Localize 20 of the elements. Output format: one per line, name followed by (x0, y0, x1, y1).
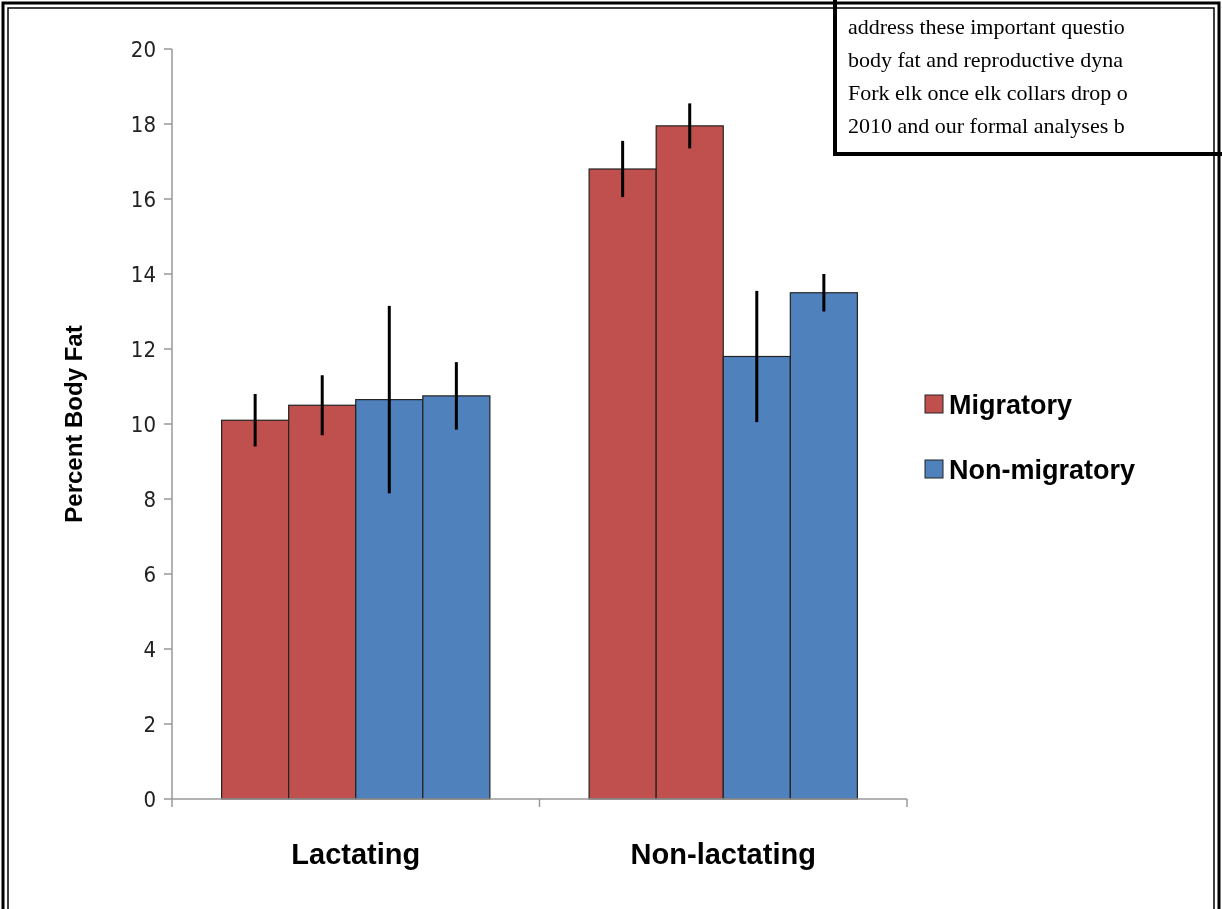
y-tick-label: 14 (130, 261, 156, 287)
y-tick-label: 20 (130, 36, 156, 62)
y-tick-label: 0 (143, 786, 156, 812)
y-tick-label: 12 (130, 336, 156, 362)
y-axis-title: Percent Body Fat (60, 325, 87, 523)
text: address these important questio (848, 14, 1125, 39)
y-tick-label: 2 (143, 711, 156, 737)
annotation: 2010 and our formal analyses b (848, 113, 1125, 138)
annotation: body fat and reproductive dyna (848, 47, 1124, 72)
x-tick-label: Lactating (291, 838, 421, 870)
y-tick-label: 4 (143, 636, 156, 662)
legend-label: Migratory (949, 390, 1073, 421)
y-tick-label: 18 (130, 111, 156, 137)
y-tick-label: 6 (143, 561, 156, 587)
y-tick-label: 16 (130, 186, 156, 212)
x-tick-label: Non-lactating (630, 838, 816, 870)
y-tick-label: 8 (143, 486, 156, 512)
y-tick-label: 10 (130, 411, 156, 437)
annotation: Fork elk once elk collars drop o (848, 80, 1128, 105)
legend-label: Non-migratory (949, 455, 1136, 486)
